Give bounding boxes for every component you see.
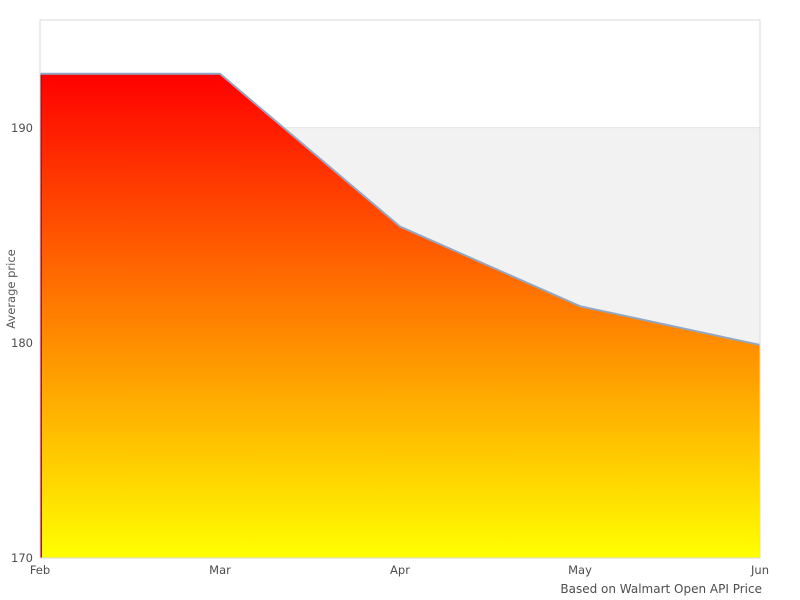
- x-tick-label-jun: Jun: [751, 563, 769, 577]
- x-tick-label-mar: Mar: [209, 563, 231, 577]
- credits-label: Based on Walmart Open API Price: [560, 582, 762, 596]
- plot-border: [39, 19, 761, 559]
- y-axis-title: Average price: [4, 249, 18, 329]
- area-series: [40, 73, 760, 559]
- y-tick-label-170: 170: [11, 551, 33, 565]
- x-tick-label-feb: Feb: [29, 563, 51, 577]
- y-tick-label-190: 190: [11, 121, 33, 135]
- x-tick-label-apr: Apr: [390, 563, 410, 577]
- x-tick-label-may: May: [568, 563, 592, 577]
- price-line-series: [40, 72, 761, 346]
- y-tick-label-180: 180: [11, 336, 33, 350]
